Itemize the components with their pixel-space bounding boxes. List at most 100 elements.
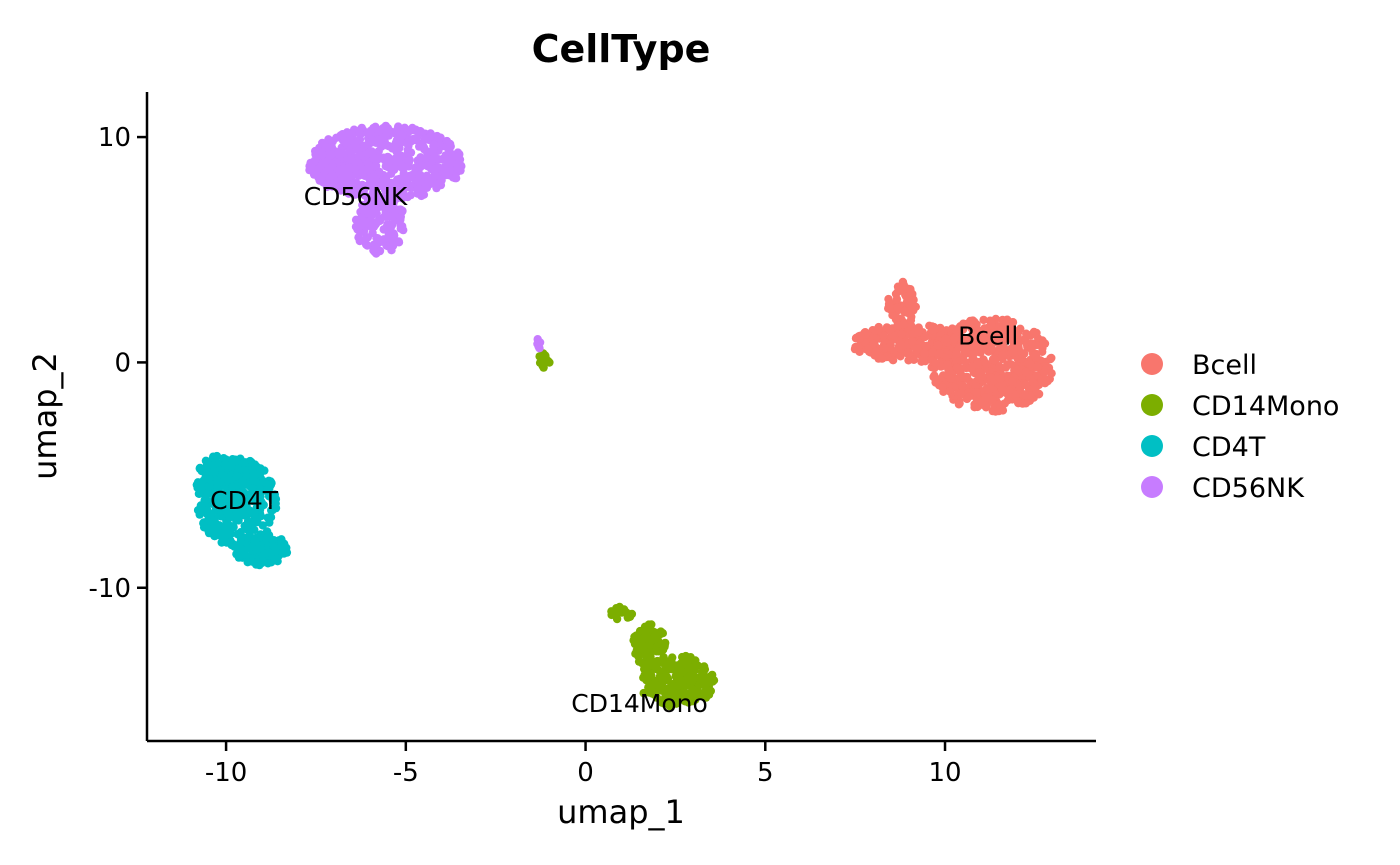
data-point-cd56nk <box>447 158 457 167</box>
data-point-cd4t <box>211 501 220 510</box>
cluster-label-cd4t: CD4T <box>210 486 279 515</box>
data-point-bcell <box>943 360 952 369</box>
data-point-bcell <box>928 348 937 357</box>
legend-item-cd14mono: CD14Mono <box>1141 391 1339 422</box>
data-point-cd4t <box>204 526 213 536</box>
data-point-cd4t <box>209 460 218 470</box>
data-point-cd56nk <box>398 194 407 203</box>
data-point-bcell <box>962 374 971 383</box>
data-point-cd14mono <box>658 686 667 695</box>
data-point-cd56nk <box>332 133 341 142</box>
data-point-cd56nk <box>367 173 376 183</box>
data-point-cd14mono <box>668 653 677 662</box>
data-point-cd56nk <box>346 171 355 181</box>
y-ticks: -10 0 10 <box>89 123 147 604</box>
data-point-cd56nk <box>389 241 398 250</box>
data-point-cd4t <box>234 491 243 501</box>
data-point-cd56nk <box>357 189 367 198</box>
data-point-cd14mono <box>684 673 693 682</box>
data-point-cd56nk <box>350 164 360 173</box>
data-point-bcell <box>986 345 995 355</box>
data-point-bcell <box>855 347 864 356</box>
data-point-cd4t <box>250 509 259 518</box>
data-point-bcell <box>920 349 929 358</box>
data-point-cd4t <box>234 500 243 509</box>
data-point-cd4t <box>248 467 257 476</box>
data-point-bcell <box>908 337 917 346</box>
data-point-cd56nk <box>345 130 354 139</box>
data-point-bcell <box>998 350 1007 360</box>
legend-label: CD56NK <box>1192 473 1305 504</box>
data-point-cd56nk <box>386 222 395 231</box>
data-point-bcell <box>933 340 943 350</box>
data-point-cd14mono <box>639 634 648 643</box>
data-point-bcell <box>1030 351 1040 360</box>
data-point-cd4t <box>263 533 272 542</box>
data-point-bcell <box>995 362 1004 371</box>
data-point-cd4t <box>239 458 248 468</box>
data-point-cd4t <box>228 483 237 492</box>
data-point-cd56nk <box>354 225 363 235</box>
data-point-cd56nk <box>361 205 370 214</box>
data-point-cd14mono <box>698 668 707 677</box>
data-point-bcell <box>869 339 878 349</box>
data-point-bcell <box>908 300 917 310</box>
data-point-cd4t <box>249 476 258 485</box>
data-point-cd4t <box>250 460 260 469</box>
y-tick-label: 10 <box>98 123 131 153</box>
data-point-cd56nk <box>373 217 382 227</box>
legend-swatch <box>1141 394 1163 416</box>
data-point-bcell <box>1005 386 1014 395</box>
cluster-label-bcell: Bcell <box>958 322 1018 351</box>
data-point-bcell <box>1040 368 1049 377</box>
data-point-bcell <box>877 354 887 363</box>
data-point-cd56nk <box>363 181 373 190</box>
data-point-cd4t <box>229 522 238 532</box>
data-point-bcell <box>1021 399 1031 408</box>
data-point-cd4t <box>253 558 262 567</box>
data-point-cd56nk <box>393 175 402 184</box>
data-point-bcell <box>981 328 990 337</box>
data-point-cd56nk <box>360 141 369 150</box>
data-point-bcell <box>1009 348 1018 358</box>
data-point-cd56nk <box>420 134 430 143</box>
data-point-cd14mono <box>689 685 698 694</box>
data-point-cd4t <box>201 456 211 465</box>
data-point-cd4t <box>269 494 278 503</box>
data-point-bcell <box>1013 328 1023 337</box>
series-cd56nk <box>305 121 545 353</box>
data-point-bcell <box>968 342 977 351</box>
data-point-cd14mono <box>615 602 624 612</box>
data-point-cd56nk <box>432 183 441 193</box>
data-point-bcell <box>885 325 894 334</box>
data-point-cd56nk <box>386 212 395 221</box>
data-point-cd56nk <box>422 171 431 180</box>
data-point-bcell <box>994 406 1003 416</box>
data-point-cd14mono <box>709 676 719 685</box>
data-point-cd14mono <box>649 680 658 689</box>
data-point-bcell <box>988 396 997 405</box>
data-point-cd4t <box>212 451 222 461</box>
data-point-bcell <box>1046 355 1055 364</box>
data-point-cd56nk <box>421 153 430 163</box>
data-point-cd56nk <box>352 137 361 147</box>
data-point-bcell <box>896 339 905 349</box>
data-point-cd4t <box>215 490 224 499</box>
legend-label: Bcell <box>1192 350 1257 381</box>
x-tick-label: 5 <box>757 758 774 788</box>
data-point-bcell <box>906 316 916 325</box>
data-point-cd56nk <box>360 235 369 244</box>
data-point-cd14mono <box>538 361 547 371</box>
data-point-cd56nk <box>386 169 396 178</box>
data-point-bcell <box>884 299 894 309</box>
data-point-cd4t <box>210 531 220 541</box>
data-point-cd56nk <box>400 178 410 187</box>
data-point-cd56nk <box>440 163 449 172</box>
data-point-cd56nk <box>364 129 373 138</box>
data-point-cd56nk <box>324 135 333 144</box>
x-tick-label: 0 <box>577 758 594 788</box>
data-point-cd56nk <box>325 173 335 183</box>
data-point-cd56nk <box>448 152 457 161</box>
data-point-bcell <box>896 352 905 361</box>
data-point-cd56nk <box>369 246 378 255</box>
